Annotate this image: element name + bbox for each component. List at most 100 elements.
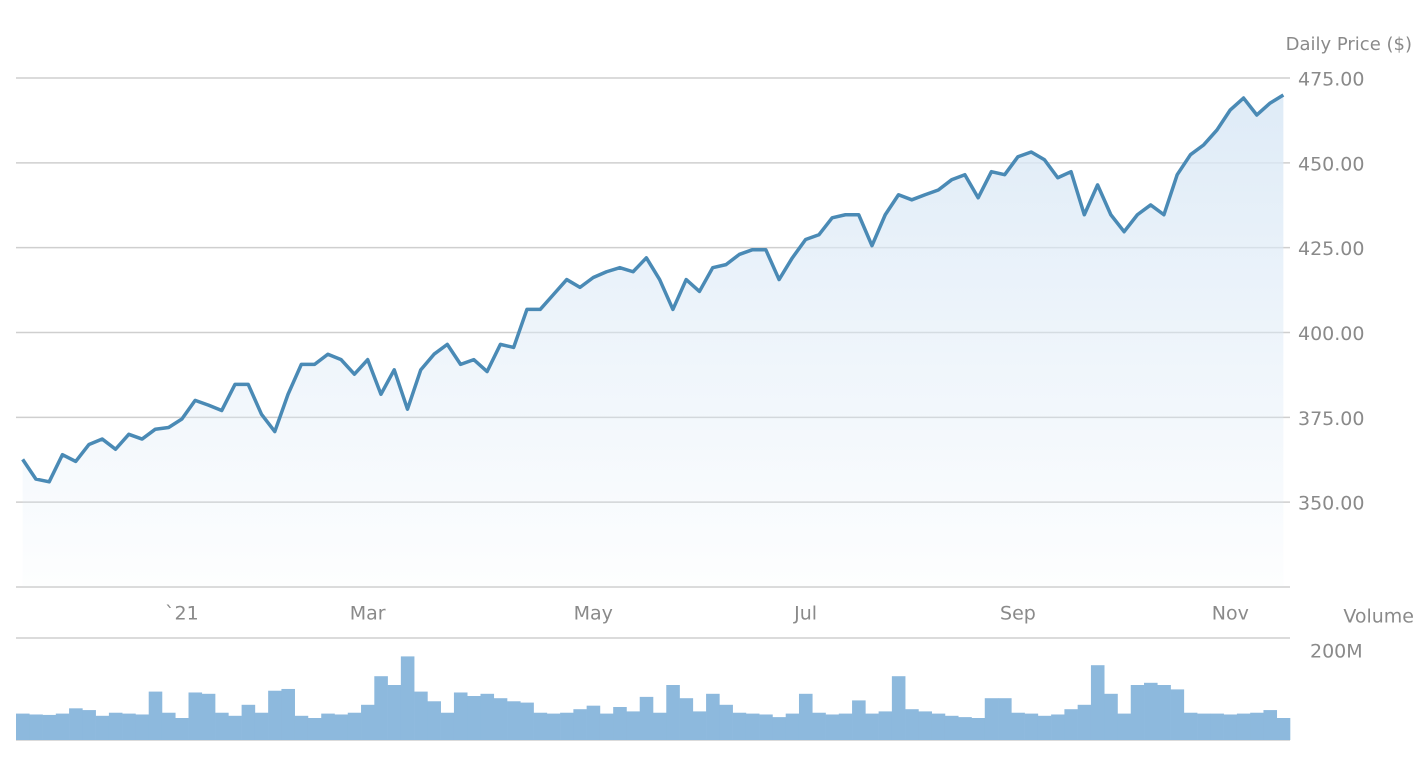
volume-bar [148, 691, 163, 740]
volume-bar [69, 708, 83, 740]
volume-bar [653, 712, 667, 740]
volume-bar [1051, 714, 1065, 740]
volume-bar [1250, 712, 1264, 740]
volume-bar [29, 714, 43, 740]
volume-bar [122, 713, 136, 740]
y-tick-label: 375.00 [1298, 408, 1364, 430]
volume-bar [984, 698, 999, 740]
volume-bar [440, 712, 455, 740]
volume-bar [825, 714, 840, 740]
volume-bar [639, 696, 654, 740]
volume-bar [1090, 665, 1105, 740]
x-tick-label: Mar [350, 603, 386, 625]
volume-bar [599, 713, 614, 740]
y-tick-label: 450.00 [1298, 153, 1364, 175]
volume-bar [215, 712, 229, 740]
volume-bar [546, 713, 561, 740]
volume-bar [706, 693, 720, 740]
volume-bar [1157, 685, 1171, 740]
volume-bar [453, 692, 468, 740]
x-tick-label: `21 [165, 603, 199, 625]
y-tick-label: 350.00 [1298, 493, 1364, 515]
y-tick-label: 400.00 [1298, 323, 1364, 345]
volume-bar [1170, 689, 1185, 740]
volume-bar [745, 713, 760, 740]
volume-bar [1210, 713, 1224, 740]
volume-bar [414, 691, 428, 740]
volume-bar [374, 676, 388, 740]
volume-bar [958, 717, 972, 740]
volume-bar [613, 707, 627, 740]
volume-bar [268, 690, 282, 740]
volume-bar [586, 705, 601, 740]
volume-bar [798, 693, 813, 740]
volume-bar [135, 714, 150, 740]
volume-bar [55, 713, 70, 740]
volume-bar [878, 711, 893, 740]
volume-bar [427, 701, 441, 740]
volume-bar [42, 714, 57, 740]
volume-bar [16, 713, 30, 740]
volume-bar [666, 685, 680, 740]
volume-bar [785, 713, 800, 740]
volume-bar [228, 715, 242, 740]
volume-bar [905, 709, 919, 740]
volume-bar [1117, 713, 1132, 740]
y2-tick-label: 200M [1310, 641, 1363, 663]
volume-bar [1236, 713, 1251, 740]
volume-bar [573, 709, 587, 740]
volume-bar [852, 700, 866, 740]
volume-bar [334, 714, 349, 740]
volume-bar [931, 713, 946, 740]
volume-bar [400, 656, 415, 740]
volume-bar [307, 718, 322, 740]
volume-bar [679, 698, 694, 740]
volume-bar [1183, 712, 1198, 740]
volume-bar [1024, 713, 1039, 740]
price-line [21, 93, 1285, 484]
volume-bar [1104, 693, 1118, 740]
volume-bar [1144, 682, 1158, 740]
volume-bar [347, 712, 362, 740]
volume-bar [175, 718, 189, 740]
volume-bar [891, 676, 906, 740]
volume-bar [998, 698, 1012, 740]
volume-bar [493, 698, 508, 740]
x-tick-label: Sep [1000, 603, 1036, 625]
volume-bar [719, 704, 733, 740]
volume-bar [241, 704, 256, 740]
volume-bar [188, 692, 203, 740]
volume-bar [281, 688, 295, 740]
volume-bar [944, 715, 959, 740]
volume-bar [838, 713, 853, 740]
volume-bar [626, 711, 641, 740]
price-area [22, 94, 1284, 587]
volume-bar [732, 712, 747, 740]
volume-bar [1064, 709, 1078, 740]
y-tick-label: 475.00 [1298, 69, 1364, 91]
volume-bar [971, 718, 986, 740]
volume-bar [294, 715, 309, 740]
x-tick-label: Jul [793, 603, 817, 625]
volume-bar [161, 712, 176, 740]
y2-axis-label: Volume [1343, 606, 1414, 628]
volume-bar [361, 704, 375, 740]
volume-bar [1197, 713, 1211, 740]
volume-bar [533, 712, 548, 740]
volume-bar [82, 710, 96, 740]
volume-bar [467, 696, 481, 740]
y-tick-label: 425.00 [1298, 238, 1364, 260]
volume-bar [480, 693, 495, 740]
volume-bar [108, 712, 123, 740]
volume-bar [1263, 710, 1278, 740]
volume-bar [1037, 715, 1052, 740]
volume-bar [560, 712, 574, 740]
volume-bar [95, 715, 110, 740]
volume-bar [1276, 718, 1291, 740]
volume-bar [321, 713, 335, 740]
volume-bar [387, 685, 402, 740]
x-tick-label: May [574, 603, 613, 625]
volume-bar [692, 711, 707, 740]
volume-bar [1077, 704, 1092, 740]
